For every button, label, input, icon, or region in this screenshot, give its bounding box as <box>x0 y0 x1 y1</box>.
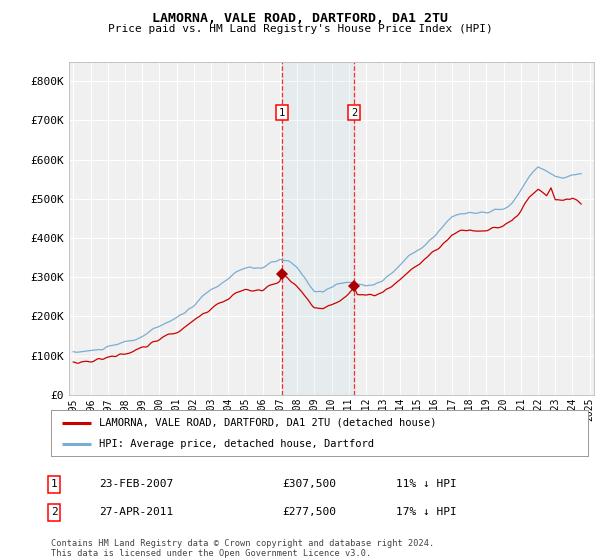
Text: £307,500: £307,500 <box>282 479 336 489</box>
Text: LAMORNA, VALE ROAD, DARTFORD, DA1 2TU (detached house): LAMORNA, VALE ROAD, DARTFORD, DA1 2TU (d… <box>100 418 437 428</box>
Text: Price paid vs. HM Land Registry's House Price Index (HPI): Price paid vs. HM Land Registry's House … <box>107 24 493 34</box>
Text: LAMORNA, VALE ROAD, DARTFORD, DA1 2TU: LAMORNA, VALE ROAD, DARTFORD, DA1 2TU <box>152 12 448 25</box>
Text: Contains HM Land Registry data © Crown copyright and database right 2024.
This d: Contains HM Land Registry data © Crown c… <box>51 539 434 558</box>
Text: 17% ↓ HPI: 17% ↓ HPI <box>396 507 457 517</box>
Text: 1: 1 <box>279 108 285 118</box>
Text: £277,500: £277,500 <box>282 507 336 517</box>
Text: 2: 2 <box>351 108 358 118</box>
Text: 2: 2 <box>50 507 58 517</box>
Text: 1: 1 <box>50 479 58 489</box>
Text: 11% ↓ HPI: 11% ↓ HPI <box>396 479 457 489</box>
Text: 23-FEB-2007: 23-FEB-2007 <box>99 479 173 489</box>
Text: 27-APR-2011: 27-APR-2011 <box>99 507 173 517</box>
Bar <box>282 62 354 395</box>
Text: HPI: Average price, detached house, Dartford: HPI: Average price, detached house, Dart… <box>100 439 374 449</box>
